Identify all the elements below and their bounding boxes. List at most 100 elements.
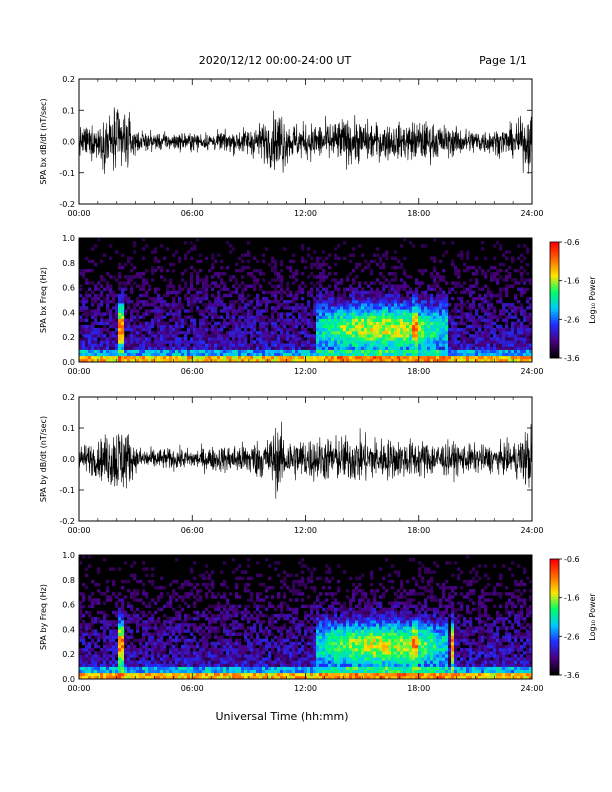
spectrogram-cell <box>367 265 371 270</box>
spectrogram-cell <box>436 324 440 329</box>
spectrogram-cell <box>124 312 128 316</box>
spectrogram-cell <box>406 334 410 338</box>
spectrogram-cell <box>205 321 209 326</box>
spectrogram-cell <box>367 337 371 341</box>
spectrogram-cell <box>301 247 305 251</box>
spectrogram-cell <box>469 284 473 288</box>
spectrogram-cell <box>172 296 176 301</box>
spectrogram-cell <box>106 309 110 313</box>
spectrogram-cell <box>226 293 230 298</box>
spectrogram-cell <box>331 290 335 295</box>
spectrogram-cell <box>277 352 281 357</box>
spectrogram-cell <box>304 349 308 353</box>
spectrogram-cell <box>298 352 302 357</box>
spectrogram-cell <box>91 657 95 661</box>
spectrogram-cell <box>283 337 287 341</box>
spectrogram-cell <box>274 287 278 291</box>
spectrogram-cell <box>511 256 515 260</box>
spectrogram-cell <box>163 669 167 674</box>
spectrogram-cell <box>487 337 491 341</box>
spectrogram-cell <box>115 632 119 636</box>
spectrogram-cell <box>307 349 311 353</box>
spectrogram-cell <box>103 287 107 291</box>
colorbar-swatch <box>550 243 559 247</box>
spectrogram-cell <box>133 349 137 353</box>
spectrogram-cell <box>493 256 497 260</box>
spectrogram-cell <box>85 296 89 301</box>
spectrogram-cell <box>154 247 158 251</box>
spectrogram-cell <box>391 287 395 291</box>
spectrogram-cell <box>502 358 506 363</box>
spectrogram-cell <box>292 331 296 335</box>
colorbar-swatch <box>550 332 559 336</box>
spectrogram-cell <box>325 324 329 329</box>
spectrogram-cell <box>112 654 116 658</box>
spectrogram-cell <box>373 296 377 301</box>
colorbar-swatch <box>550 290 559 293</box>
spectrogram-cell <box>358 309 362 313</box>
spectrogram-cell <box>292 352 296 357</box>
spectrogram-cell <box>313 309 317 313</box>
spectrogram-cell <box>157 293 161 298</box>
panel-3: 0.20.10.0-0.1-0.200:00 06:00 12:00 18:00 24:… <box>39 393 544 535</box>
spectrogram-cell <box>280 349 284 353</box>
spectrogram-cell <box>145 355 149 360</box>
spectrogram-cell <box>112 641 116 646</box>
spectrogram-cell <box>160 632 164 636</box>
spectrogram-cell <box>244 296 248 301</box>
spectrogram-cell <box>346 278 350 282</box>
spectrogram-cell <box>235 290 239 295</box>
spectrogram-cell <box>172 589 176 593</box>
spectrogram-cell <box>295 290 299 295</box>
spectrogram-cell <box>319 303 323 307</box>
spectrogram-cell <box>211 312 215 316</box>
spectrogram-cell <box>109 331 113 335</box>
spectrogram-cell <box>415 287 419 291</box>
spectrogram-cell <box>313 321 317 326</box>
spectrogram-cell <box>322 340 326 344</box>
spectrogram-cell <box>127 355 131 360</box>
spectrogram-cell <box>364 324 368 329</box>
spectrogram-cell <box>352 324 356 329</box>
spectrogram-cell <box>310 287 314 291</box>
spectrogram-cell <box>82 343 86 347</box>
spectrogram-cell <box>196 238 200 242</box>
spectrogram-cell <box>241 355 245 360</box>
spectrogram-cell <box>121 293 125 298</box>
spectrogram-cell <box>118 635 122 639</box>
spectrogram-cell <box>394 256 398 260</box>
spectrogram-cell <box>163 629 167 633</box>
spectrogram-cell <box>307 355 311 360</box>
spectrogram-cell <box>223 672 227 677</box>
spectrogram-cell <box>502 352 506 357</box>
spectrogram-cell <box>118 610 122 615</box>
spectrogram-cell <box>433 346 437 350</box>
spectrogram-cell <box>319 262 323 267</box>
spectrogram-cell <box>103 343 107 347</box>
spectrogram-cell <box>202 582 206 587</box>
colorbar-tick-label: -1.6 <box>564 277 580 286</box>
spectrogram-cell <box>292 309 296 313</box>
spectrogram-cell <box>250 309 254 313</box>
spectrogram-cell <box>484 331 488 335</box>
spectrogram-cell <box>85 343 89 347</box>
spectrogram-cell <box>313 346 317 350</box>
spectrogram-cell <box>97 672 101 677</box>
spectrogram-cell <box>208 623 212 627</box>
spectrogram-cell <box>250 315 254 319</box>
spectrogram-cell <box>136 589 140 593</box>
spectrogram-cell <box>214 331 218 335</box>
spectrogram-cell <box>268 262 272 267</box>
spectrogram-cell <box>244 334 248 338</box>
spectrogram-cell <box>388 290 392 295</box>
spectrogram-cell <box>346 343 350 347</box>
spectrogram-cell <box>142 340 146 344</box>
spectrogram-cell <box>181 595 185 599</box>
spectrogram-cell <box>388 303 392 307</box>
spectrogram-cell <box>208 648 212 652</box>
spectrogram-cell <box>262 349 266 353</box>
spectrogram-cell <box>97 355 101 360</box>
spectrogram-cell <box>94 327 98 332</box>
spectrogram-cell <box>172 592 176 596</box>
spectrogram-cell <box>385 337 389 341</box>
